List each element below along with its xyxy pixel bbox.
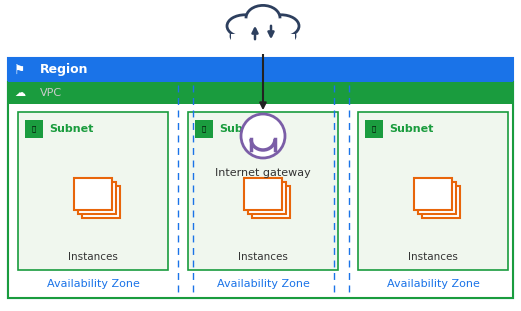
Ellipse shape bbox=[246, 5, 280, 30]
Text: Instances: Instances bbox=[68, 252, 118, 262]
Bar bbox=[365, 120, 383, 138]
Text: Availability Zone: Availability Zone bbox=[387, 279, 479, 289]
Bar bbox=[248, 182, 286, 214]
Bar bbox=[8, 82, 513, 104]
Text: ☁: ☁ bbox=[15, 88, 26, 98]
Bar bbox=[414, 178, 452, 210]
Circle shape bbox=[241, 114, 285, 158]
Text: 🔒: 🔒 bbox=[32, 126, 36, 132]
Ellipse shape bbox=[227, 15, 263, 37]
Bar bbox=[8, 82, 513, 298]
Bar bbox=[231, 34, 295, 54]
Bar bbox=[25, 120, 43, 138]
Bar bbox=[195, 120, 213, 138]
Text: 🔒: 🔒 bbox=[202, 126, 206, 132]
Ellipse shape bbox=[263, 15, 299, 37]
Bar bbox=[8, 58, 513, 298]
Bar bbox=[74, 178, 112, 210]
Text: Availability Zone: Availability Zone bbox=[217, 279, 309, 289]
Bar bbox=[358, 112, 508, 270]
Text: 🔒: 🔒 bbox=[372, 126, 376, 132]
Text: Availability Zone: Availability Zone bbox=[46, 279, 140, 289]
Bar bbox=[252, 186, 290, 218]
Ellipse shape bbox=[235, 28, 291, 44]
Bar bbox=[82, 186, 120, 218]
Ellipse shape bbox=[267, 18, 295, 34]
Bar bbox=[422, 186, 460, 218]
Bar bbox=[188, 112, 338, 270]
Ellipse shape bbox=[231, 18, 259, 34]
Text: ⚑: ⚑ bbox=[15, 63, 26, 77]
Text: VPC: VPC bbox=[40, 88, 62, 98]
Bar bbox=[18, 112, 168, 270]
Text: Internet gateway: Internet gateway bbox=[215, 168, 311, 178]
Bar bbox=[8, 82, 36, 104]
Bar bbox=[8, 58, 32, 82]
Text: Instances: Instances bbox=[238, 252, 288, 262]
Bar bbox=[8, 58, 513, 82]
Text: Instances: Instances bbox=[408, 252, 458, 262]
Ellipse shape bbox=[231, 23, 295, 49]
Bar bbox=[78, 182, 116, 214]
Bar bbox=[418, 182, 456, 214]
Text: Subnet: Subnet bbox=[49, 124, 93, 134]
Bar bbox=[244, 178, 282, 210]
Ellipse shape bbox=[250, 8, 276, 27]
Text: Subnet: Subnet bbox=[219, 124, 264, 134]
Text: Region: Region bbox=[40, 63, 89, 77]
Text: Subnet: Subnet bbox=[389, 124, 433, 134]
